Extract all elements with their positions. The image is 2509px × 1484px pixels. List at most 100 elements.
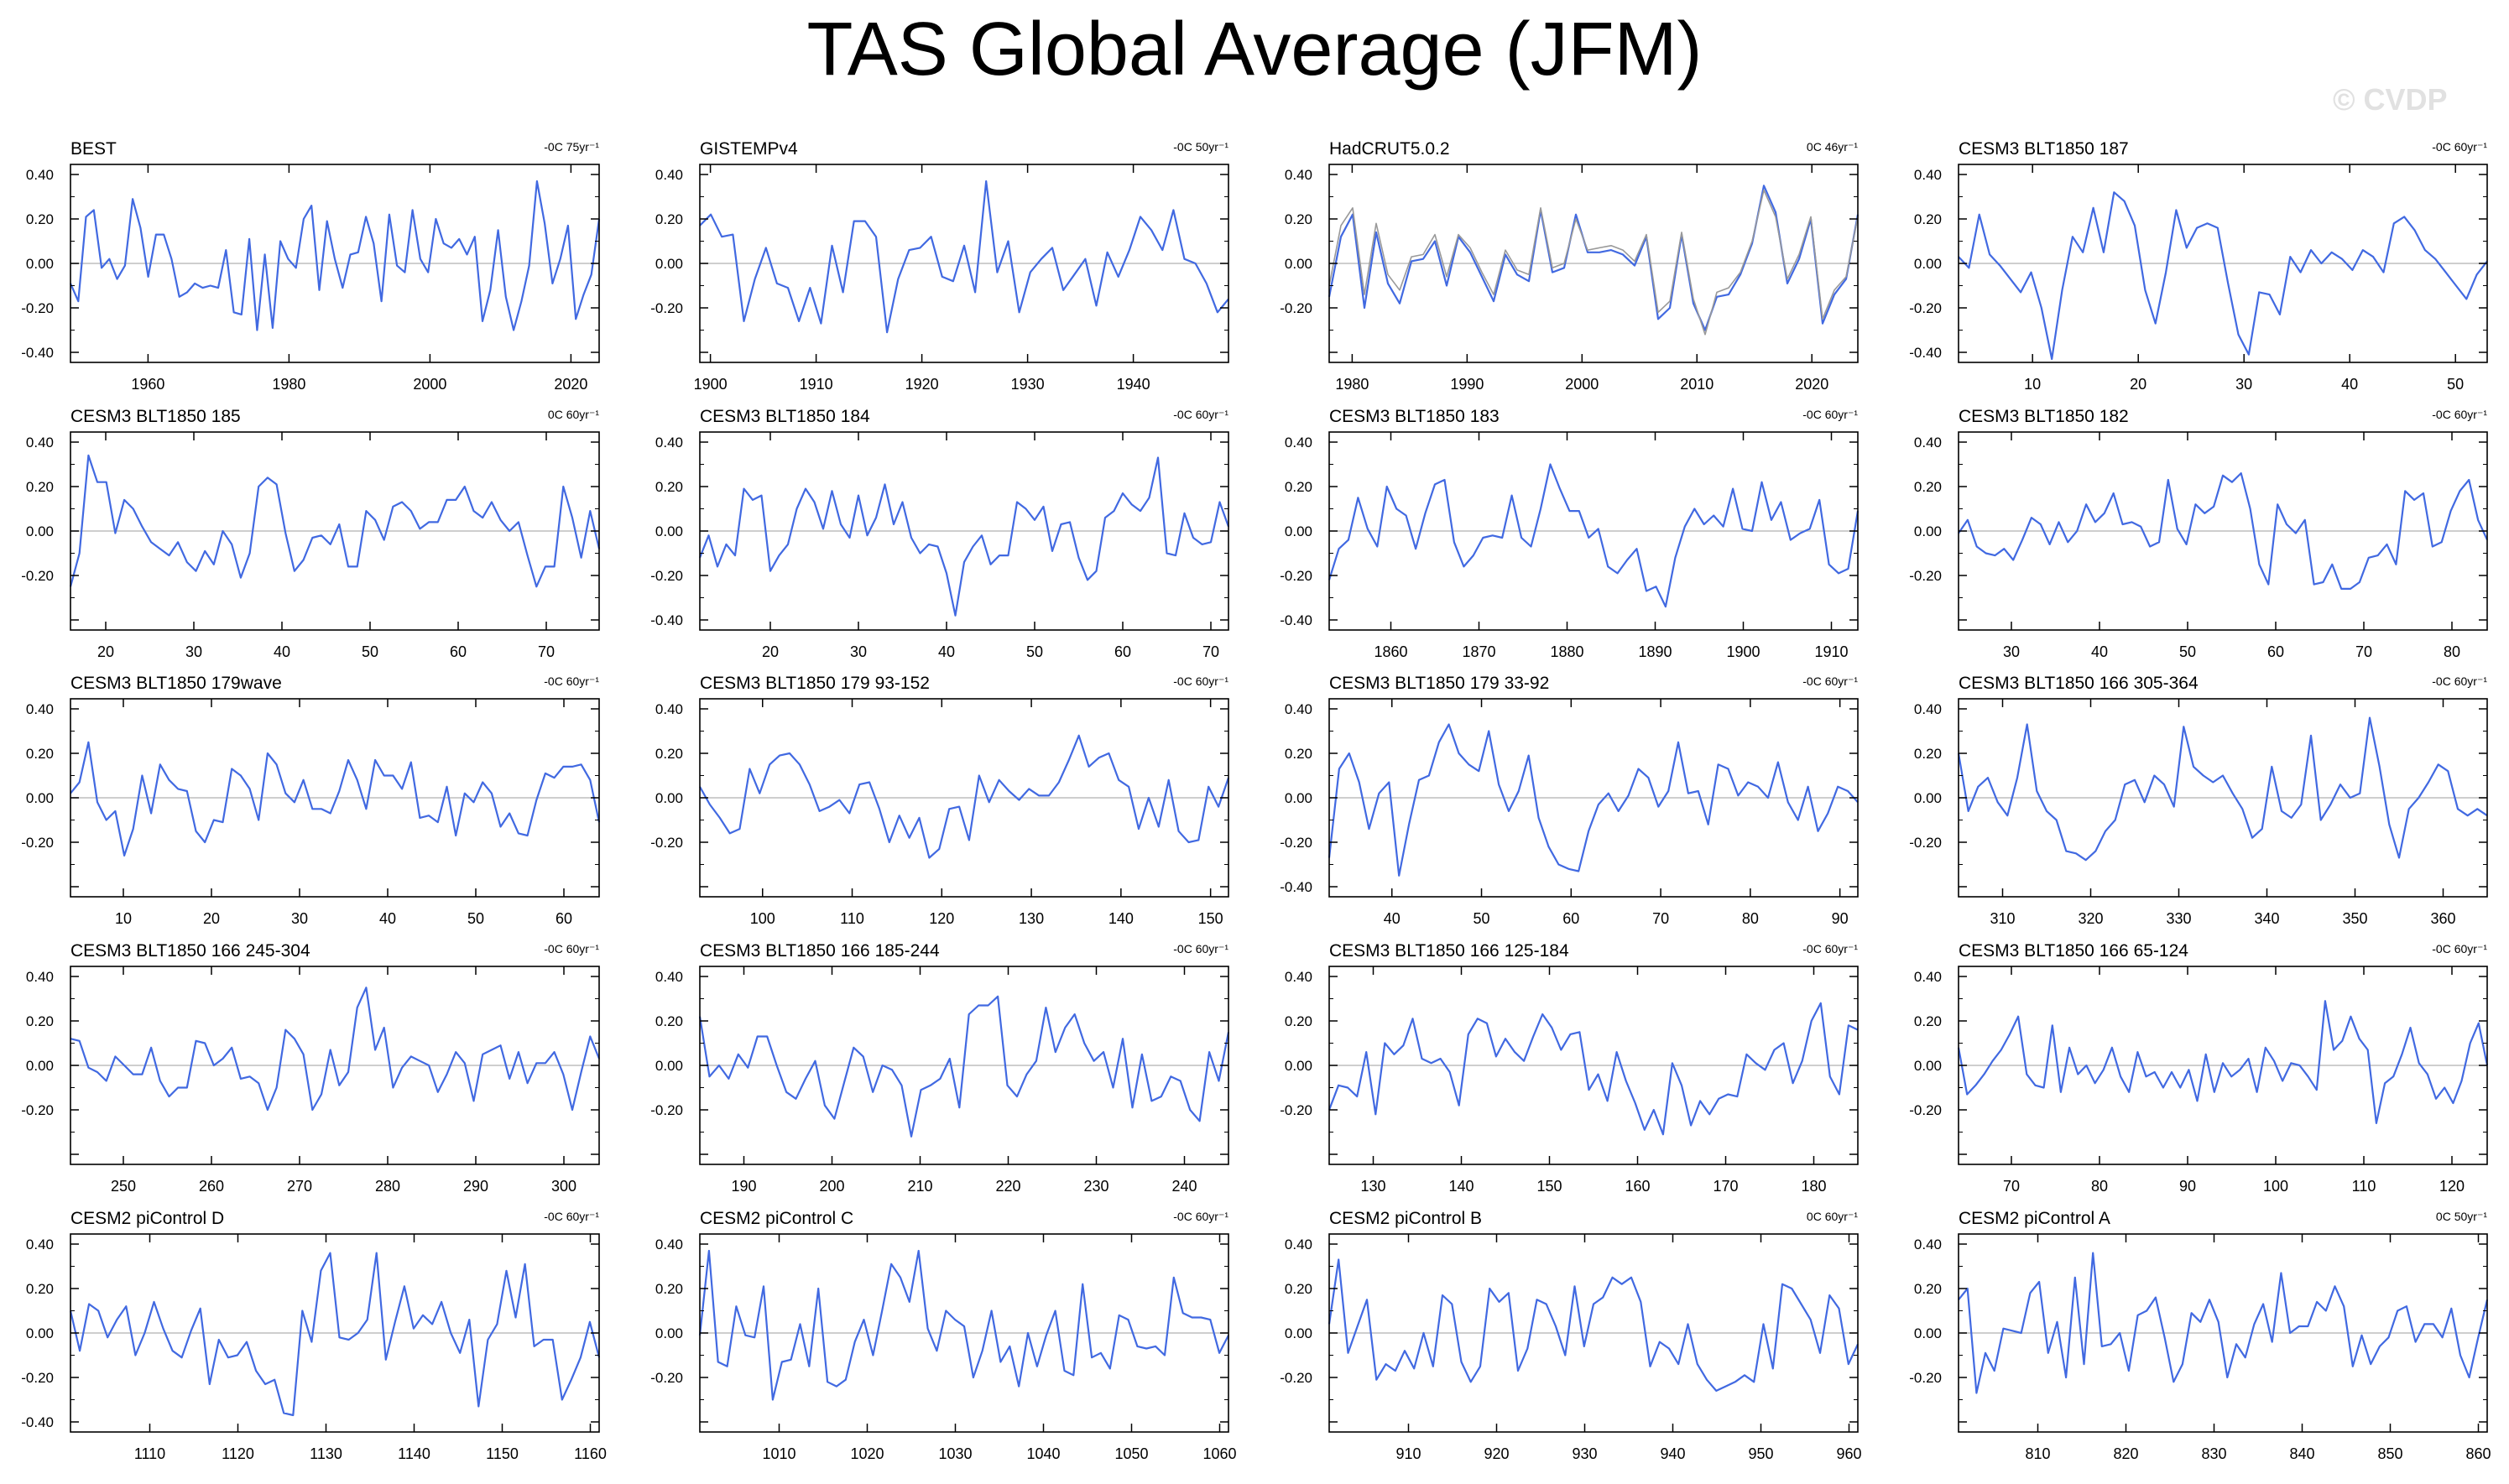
y-tick-label: 0.20: [1914, 1281, 1942, 1297]
y-tick-label: -0.20: [21, 1102, 54, 1118]
panel-title: CESM2 piControl C: [700, 1209, 853, 1228]
panel-title: CESM3 BLT1850 166 125-184: [1329, 941, 1569, 961]
x-tick-label: 1130: [310, 1445, 342, 1462]
y-tick-label: -0.40: [1909, 345, 1942, 361]
trend-label: -0C 60yr⁻¹: [1802, 408, 1858, 421]
x-tick-label: 70: [538, 643, 555, 660]
y-tick-label: 0.40: [1285, 969, 1312, 985]
x-tick-label: 1980: [272, 376, 305, 393]
y-tick-label: 0.40: [1914, 167, 1942, 183]
x-tick-label: 100: [750, 910, 775, 927]
x-tick-label: 960: [1836, 1445, 1861, 1462]
y-tick-label: 0.00: [1285, 1058, 1312, 1074]
x-tick-label: 30: [291, 910, 308, 927]
y-tick-label: 0.20: [655, 211, 683, 227]
x-tick-label: 910: [1395, 1445, 1421, 1462]
series-line: [698, 995, 1230, 1138]
x-tick-label: 50: [362, 643, 378, 660]
x-tick-label: 70: [2003, 1178, 2020, 1195]
panel-title: CESM3 BLT1850 166 185-244: [700, 941, 940, 961]
x-tick-label: 2000: [413, 376, 446, 393]
x-tick-label: 260: [199, 1178, 224, 1195]
panel-title: GISTEMPv4: [700, 139, 798, 159]
y-tick-label: -0.40: [1280, 612, 1312, 628]
trend-label: -0C 60yr⁻¹: [544, 674, 599, 688]
x-tick-label: 2020: [554, 376, 587, 393]
x-tick-label: 350: [2342, 910, 2367, 927]
y-tick-label: 0.40: [1914, 701, 1942, 717]
x-tick-label: 1150: [486, 1445, 519, 1462]
x-tick-label: 940: [1660, 1445, 1685, 1462]
y-tick-label: -0.20: [1909, 568, 1942, 584]
trend-label: 0C 60yr⁻¹: [548, 408, 599, 421]
panel-title: CESM3 BLT1850 166 65-124: [1959, 941, 2188, 961]
chart-panel: CESM3 BLT1850 182 -0C 60yr⁻¹ -0.20 0.00 0.20…: [1909, 407, 2489, 660]
y-tick-label: 0.20: [655, 479, 683, 495]
cvdp-watermark: © CVDP: [2333, 82, 2448, 117]
y-tick-label: 0.20: [655, 1013, 683, 1029]
chart-panel: CESM2 piControl A 0C 50yr⁻¹ -0.20 0.00 0.20 0…: [1909, 1209, 2491, 1462]
x-tick-label: 1060: [1202, 1445, 1236, 1462]
y-tick-label: 0.20: [1914, 479, 1942, 495]
x-tick-label: 160: [1625, 1178, 1650, 1195]
series-line: [698, 456, 1230, 617]
x-tick-label: 2010: [1680, 376, 1714, 393]
x-tick-label: 30: [185, 643, 202, 660]
panel-title: HadCRUT5.0.2: [1329, 139, 1450, 159]
y-tick-label: 0.40: [1914, 969, 1942, 985]
y-tick-label: 0.00: [26, 1058, 54, 1074]
x-tick-label: 50: [1474, 910, 1490, 927]
y-tick-label: -0.20: [1280, 300, 1312, 316]
page-title: TAS Global Average (JFM): [806, 8, 1703, 91]
x-tick-label: 250: [111, 1178, 136, 1195]
chart-panel: CESM3 BLT1850 166 65-124 -0C 60yr⁻¹ -0.20 0…: [1909, 941, 2489, 1195]
x-tick-label: 1880: [1550, 643, 1583, 660]
x-tick-label: 850: [2377, 1445, 2402, 1462]
x-tick-label: 40: [379, 910, 396, 927]
x-tick-label: 140: [1108, 910, 1134, 927]
trend-label: 0C 60yr⁻¹: [1807, 1210, 1858, 1223]
chart-panel: CESM3 BLT1850 179 33-92 -0C 60yr⁻¹ -0.40 -0…: [1280, 674, 1859, 927]
x-tick-label: 1160: [574, 1445, 607, 1462]
y-tick-label: -0.20: [650, 835, 683, 851]
chart-panel: HadCRUT5.0.2 0C 46yr⁻¹ -0.20 0.00 0.20 0.40 19…: [1280, 139, 1860, 393]
x-tick-label: 1920: [905, 376, 939, 393]
x-tick-label: 50: [467, 910, 484, 927]
x-tick-label: 20: [203, 910, 220, 927]
panel-title: CESM2 piControl A: [1959, 1209, 2110, 1228]
x-tick-label: 1910: [800, 376, 833, 393]
y-tick-label: -0.20: [1280, 1370, 1312, 1386]
y-tick-label: 0.20: [26, 1281, 54, 1297]
y-tick-label: 0.40: [26, 969, 54, 985]
chart-panel: CESM3 BLT1850 179 93-152 -0C 60yr⁻¹ -0.20 0…: [650, 674, 1230, 927]
x-tick-label: 810: [2025, 1445, 2050, 1462]
chart-panel: CESM3 BLT1850 184 -0C 60yr⁻¹ -0.40 -0.20 0.0…: [650, 407, 1230, 660]
secondary-series-line: [1328, 189, 1859, 336]
trend-label: -0C 50yr⁻¹: [1173, 140, 1228, 154]
x-tick-label: 170: [1713, 1178, 1738, 1195]
panel-title: CESM3 BLT1850 166 245-304: [70, 941, 310, 961]
x-tick-label: 1990: [1450, 376, 1484, 393]
series-line: [699, 180, 1229, 334]
series-line: [1957, 716, 2488, 862]
series-line: [699, 734, 1230, 859]
x-tick-label: 60: [1562, 910, 1579, 927]
y-tick-label: 0.20: [1914, 746, 1942, 762]
y-tick-label: 0.00: [655, 1058, 683, 1074]
x-tick-label: 120: [929, 910, 954, 927]
x-tick-label: 30: [850, 643, 867, 660]
y-tick-label: 0.00: [1914, 1058, 1942, 1074]
y-tick-label: 0.00: [1285, 523, 1312, 539]
y-tick-label: -0.40: [650, 612, 683, 628]
x-tick-label: 40: [938, 643, 955, 660]
y-tick-label: 0.00: [655, 256, 683, 272]
y-tick-label: 0.40: [1285, 1237, 1312, 1252]
y-tick-label: -0.20: [650, 568, 683, 584]
panel-title: CESM3 BLT1850 179 33-92: [1329, 674, 1549, 693]
chart-panel: CESM3 BLT1850 166 125-184 -0C 60yr⁻¹ -0.20…: [1280, 941, 1859, 1195]
panel-title: CESM3 BLT1850 166 305-364: [1959, 674, 2199, 693]
trend-label: -0C 60yr⁻¹: [1802, 942, 1858, 955]
x-tick-label: 830: [2201, 1445, 2226, 1462]
x-tick-label: 1030: [938, 1445, 972, 1462]
chart-panel: CESM2 piControl B 0C 60yr⁻¹ -0.20 0.00 0.20 0…: [1280, 1209, 1861, 1462]
